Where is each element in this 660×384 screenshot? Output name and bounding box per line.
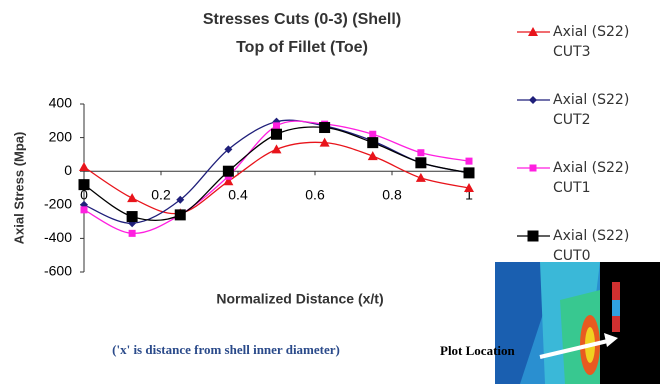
legend-label: Axial (S22) CUT0 xyxy=(553,226,653,266)
y-tick-label: -400 xyxy=(44,229,72,245)
point xyxy=(127,211,138,222)
x-tick-label: 0.6 xyxy=(305,187,325,203)
point xyxy=(416,173,426,182)
x-axis-label: Normalized Distance (x/t) xyxy=(216,291,383,307)
x-tick-label: 0.2 xyxy=(151,187,171,203)
legend-label: Axial (S22) CUT2 xyxy=(553,90,653,130)
point xyxy=(223,166,234,177)
y-tick-label: 200 xyxy=(49,128,73,144)
legend-label: Axial (S22) CUT1 xyxy=(553,158,653,198)
point xyxy=(273,122,280,129)
point xyxy=(367,137,378,148)
point xyxy=(464,167,475,178)
y-tick-label: -200 xyxy=(44,196,72,212)
page: {"chart_data": {"type": "line", "title":… xyxy=(0,0,660,384)
point xyxy=(129,230,136,237)
inset-image xyxy=(495,262,660,384)
point xyxy=(415,157,426,168)
point xyxy=(127,193,137,202)
y-tick-label: 400 xyxy=(49,95,73,111)
point xyxy=(79,179,90,190)
point xyxy=(271,129,282,140)
point xyxy=(175,209,186,220)
legend-marker xyxy=(529,96,537,104)
legend-label: Axial (S22) CUT3 xyxy=(553,22,653,62)
x-tick-label: 0.8 xyxy=(382,187,402,203)
point xyxy=(319,122,330,133)
point xyxy=(369,131,376,138)
chart-title: Stresses Cuts (0-3) (Shell) xyxy=(203,11,401,28)
note: ('x' is distance from shell inner diamet… xyxy=(112,342,340,357)
y-axis-label: Axial Stress (Mpa) xyxy=(11,132,26,245)
y-tick-label: -600 xyxy=(44,263,72,279)
legend-marker xyxy=(530,165,537,172)
inset-label: Plot Location xyxy=(440,343,516,358)
y-tick-label: 0 xyxy=(64,162,72,178)
point xyxy=(417,149,424,156)
x-tick-label: 0.4 xyxy=(228,187,248,203)
point xyxy=(368,151,378,160)
point xyxy=(79,162,89,171)
chart-subtitle: Top of Fillet (Toe) xyxy=(236,39,368,56)
point xyxy=(81,206,88,213)
point xyxy=(466,158,473,165)
point xyxy=(272,144,282,153)
legend-marker xyxy=(528,231,539,242)
